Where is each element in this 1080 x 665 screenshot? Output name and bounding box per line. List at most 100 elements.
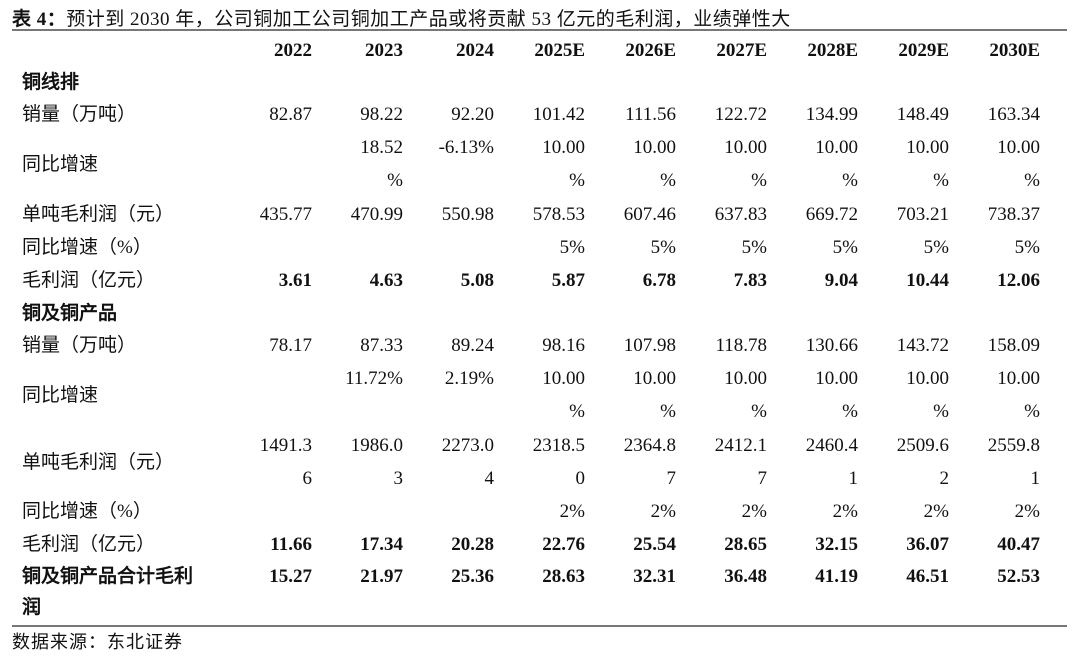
table-cell: 10.00 % <box>906 137 949 191</box>
table-cell: 4.63 <box>369 270 403 291</box>
table-cell: 10.00 % <box>542 368 585 422</box>
table-title: 表 4：预计到 2030 年，公司铜加工公司铜加工产品或将贡献 53 亿元的毛利… <box>12 4 791 31</box>
table-cell <box>676 66 767 98</box>
row-label: 单吨毛利润（元） <box>22 204 175 225</box>
table-cell <box>767 66 858 98</box>
table-cell: 98.16 <box>542 335 585 356</box>
table-cell <box>403 495 494 528</box>
table-cell: 89.24 <box>451 335 494 356</box>
table-cell: 130.66 <box>805 335 858 356</box>
table-cell <box>221 297 312 329</box>
row-label: 单吨毛利润（元） <box>22 451 175 473</box>
column-header: 2026E <box>625 40 676 61</box>
table-cell: 92.20 <box>451 104 494 125</box>
table-cell: 10.00 % <box>815 137 858 191</box>
table-cell: 2% <box>650 501 676 522</box>
table-cell <box>585 66 676 98</box>
table-title-text: 预计到 2030 年，公司铜加工公司铜加工产品或将贡献 53 亿元的毛利润，业绩… <box>66 9 791 30</box>
top-rule <box>12 29 1067 31</box>
row-label: 毛利润（亿元） <box>22 534 156 555</box>
table-cell: 122.72 <box>714 104 767 125</box>
table-cell: 22.76 <box>542 534 585 555</box>
table-cell <box>221 495 312 528</box>
table-cell: 143.72 <box>896 335 949 356</box>
column-header: 2022 <box>274 40 312 61</box>
section-heading: 铜线排 <box>22 71 80 93</box>
table-cell <box>403 66 494 98</box>
table-cell: 17.34 <box>360 534 403 555</box>
table-cell: 78.17 <box>269 335 312 356</box>
table-cell: 578.53 <box>532 204 585 225</box>
row-label: 铜及铜产品合计毛利 润 <box>22 566 194 618</box>
table-cell: 1491.3 6 <box>259 435 312 489</box>
table-cell <box>585 297 676 329</box>
table-cell: 41.19 <box>815 566 858 587</box>
table-cell: 11.72% <box>345 368 403 389</box>
table-cell <box>949 66 1040 98</box>
table-cell: 10.00 % <box>815 368 858 422</box>
table-cell: 28.63 <box>542 566 585 587</box>
table-cell: 163.34 <box>987 104 1040 125</box>
table-cell: 2273.0 4 <box>441 435 494 489</box>
table-cell: 46.51 <box>906 566 949 587</box>
table-cell <box>767 297 858 329</box>
table-cell: 11.66 <box>270 534 312 555</box>
column-header: 2029E <box>898 40 949 61</box>
table-cell: 637.83 <box>714 204 767 225</box>
table-cell: -6.13% <box>438 137 494 158</box>
table-cell: 2% <box>923 501 949 522</box>
table-cell: 7.83 <box>733 270 767 291</box>
table-cell: 669.72 <box>805 204 858 225</box>
table-cell: 18.52 % <box>360 137 403 191</box>
source-note: 数据来源：东北证券 <box>12 632 183 652</box>
data-table: 2022 2023 2024 2025E 2026E 2027E 2028E 2029E 203… <box>12 34 1040 625</box>
column-header: 2025E <box>534 40 585 61</box>
table-cell: 32.15 <box>815 534 858 555</box>
table-cell <box>949 297 1040 329</box>
table-cell: 550.98 <box>441 204 494 225</box>
table-cell: 20.28 <box>451 534 494 555</box>
table-cell: 101.42 <box>532 104 585 125</box>
table-cell <box>494 66 585 98</box>
table-cell <box>221 66 312 98</box>
table-cell: 87.33 <box>360 335 403 356</box>
table-cell: 10.00 % <box>724 368 767 422</box>
table-number: 表 4： <box>12 9 67 30</box>
table-cell: 10.00 % <box>997 137 1040 191</box>
table-cell: 111.56 <box>625 104 676 125</box>
table-cell: 52.53 <box>997 566 1040 587</box>
table-cell <box>858 66 949 98</box>
table-cell: 5% <box>559 237 585 258</box>
table-cell: 435.77 <box>259 204 312 225</box>
table-cell <box>494 297 585 329</box>
row-label: 同比增速 <box>22 385 99 406</box>
table-cell: 2% <box>741 501 767 522</box>
column-header: 2030E <box>989 40 1040 61</box>
table-cell: 2509.6 2 <box>896 435 949 489</box>
table-cell: 6.78 <box>642 270 676 291</box>
table-cell: 5.08 <box>460 270 494 291</box>
table-cell: 2364.8 7 <box>623 435 676 489</box>
table-cell: 107.98 <box>623 335 676 356</box>
table-cell <box>312 297 403 329</box>
table-cell: 98.22 <box>360 104 403 125</box>
table-cell: 5.87 <box>551 270 585 291</box>
table-cell: 2% <box>1014 501 1040 522</box>
table-cell <box>312 495 403 528</box>
row-label: 销量（万吨） <box>22 335 137 356</box>
table-cell: 2559.8 1 <box>987 435 1040 489</box>
table-cell: 158.09 <box>987 335 1040 356</box>
table-cell: 2% <box>832 501 858 522</box>
column-header: 2028E <box>807 40 858 61</box>
table-cell: 5% <box>741 237 767 258</box>
table-cell: 15.27 <box>269 566 312 587</box>
table-cell <box>312 231 403 264</box>
table-cell: 738.37 <box>987 204 1040 225</box>
table-cell: 5% <box>1014 237 1040 258</box>
table-cell: 9.04 <box>824 270 858 291</box>
table-cell <box>676 297 767 329</box>
table-cell: 2.19% <box>444 368 494 389</box>
row-label: 销量（万吨） <box>22 104 137 125</box>
row-label: 同比增速（%） <box>22 501 152 522</box>
table-cell: 28.65 <box>724 534 767 555</box>
